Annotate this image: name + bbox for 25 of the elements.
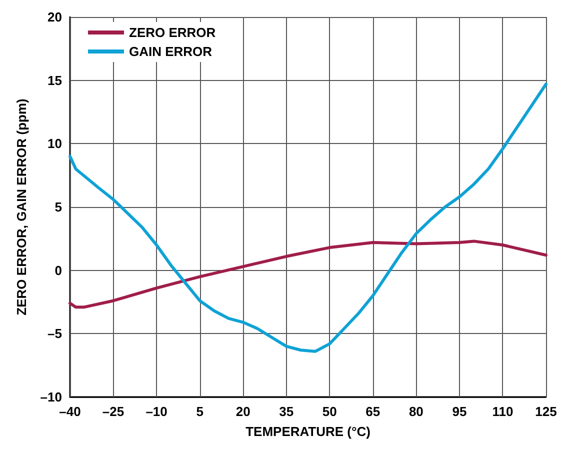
y-tick-label: 0	[54, 262, 62, 278]
y-tick-label: 10	[48, 136, 62, 152]
y-tick-label: 5	[54, 200, 62, 214]
x-tick-label: 50	[322, 404, 337, 419]
x-tick-label: 110	[492, 404, 514, 419]
y-axis-title: ZERO ERROR, GAIN ERROR (ppm)	[14, 98, 29, 316]
x-tick-label: 80	[408, 404, 424, 419]
x-tick-label: 95	[452, 404, 467, 419]
x-tick-label: 125	[535, 404, 557, 419]
x-tick-label: 5	[196, 404, 204, 419]
y-tick-label: 20	[48, 10, 62, 24]
x-tick-label: 20	[236, 404, 250, 419]
legend-label: GAIN ERROR	[129, 44, 213, 59]
x-tick-label: 35	[279, 404, 294, 419]
line-series	[68, 82, 548, 353]
line-series	[68, 240, 548, 309]
y-tick-label: –5	[48, 326, 62, 342]
y-tick-label: 15	[48, 72, 62, 88]
x-tick-label: –40	[59, 404, 81, 419]
x-tick-label: 65	[366, 404, 380, 419]
x-axis-title: TEMPERATURE (°C)	[246, 424, 370, 439]
x-tick-label: –10	[146, 404, 168, 419]
y-tick-label: –10	[40, 390, 62, 404]
x-tick-label: –25	[102, 404, 124, 419]
legend-label: ZERO ERROR	[129, 25, 216, 40]
